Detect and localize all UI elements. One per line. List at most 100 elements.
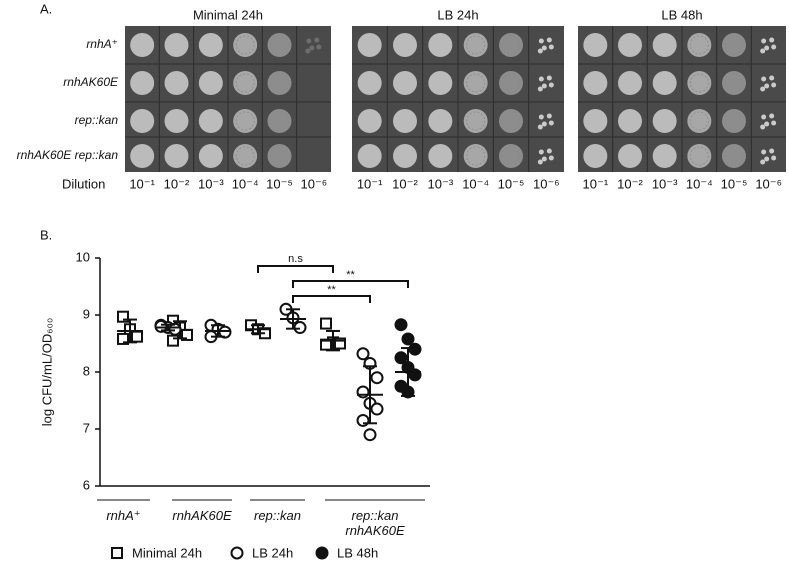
colony: [538, 76, 544, 82]
colony: [316, 44, 322, 50]
spot: [463, 144, 488, 168]
x-tick-label: rnhA⁺: [106, 508, 141, 523]
significance-bracket: [292, 295, 371, 303]
colony: [771, 155, 777, 161]
spot: [652, 33, 677, 57]
spot: [687, 144, 712, 168]
significance-label: n.s: [288, 253, 303, 265]
spot: [499, 71, 523, 95]
spot-texture: [235, 111, 255, 131]
spot: [233, 33, 258, 57]
significance-label: **: [327, 284, 336, 296]
spot-texture: [501, 73, 521, 93]
y-axis-label: log CFU/mL/OD₆₀₀: [39, 318, 54, 427]
colony: [764, 83, 770, 89]
spot-texture: [724, 73, 744, 93]
spot: [267, 109, 292, 133]
spot: [428, 71, 453, 95]
spot: [267, 144, 292, 168]
colony: [771, 82, 777, 88]
spot: [130, 109, 155, 133]
spot: [687, 109, 712, 133]
spot: [233, 71, 258, 95]
spot: [198, 33, 223, 57]
row-label: rnhA⁺: [86, 37, 118, 51]
colony: [764, 121, 770, 127]
spot-texture: [270, 73, 289, 93]
spot-texture: [501, 146, 521, 166]
y-tick-label: 8: [83, 363, 90, 378]
spot-texture: [466, 35, 486, 55]
point: [356, 413, 370, 427]
dilution-label: 10⁻⁵: [498, 176, 525, 191]
dilution-label: 10⁻¹: [583, 176, 609, 191]
spot: [267, 33, 292, 57]
colony: [761, 38, 767, 44]
colony: [546, 37, 552, 43]
spot: [722, 109, 746, 133]
spot: [687, 33, 712, 57]
dilution-label: 10⁻³: [198, 176, 224, 191]
colony: [546, 75, 552, 81]
point: [363, 428, 377, 442]
dilution-label: 10⁻¹: [129, 176, 155, 191]
legend-label: LB 24h: [252, 545, 293, 560]
legend-label: Minimal 24h: [132, 545, 202, 560]
y-tick-label: 7: [83, 420, 90, 435]
spot: [233, 144, 258, 168]
dilution-label: 10⁻⁴: [232, 176, 259, 191]
dilution-label: 10⁻²: [617, 176, 643, 191]
plate-title: LB 48h: [661, 7, 702, 22]
colony: [548, 82, 554, 88]
colony: [771, 120, 777, 126]
dilution-label: 10⁻⁶: [533, 176, 560, 191]
spot-texture: [501, 35, 521, 55]
spot: [618, 71, 642, 95]
spot: [164, 144, 189, 168]
dilution-label: 10⁻⁵: [266, 176, 293, 191]
spot: [499, 33, 523, 57]
panel-label: A.: [40, 1, 52, 16]
legend-marker: [111, 547, 123, 559]
spot-texture: [466, 111, 486, 131]
spot: [233, 109, 258, 133]
y-tick-label: 9: [83, 306, 90, 321]
spot: [463, 109, 488, 133]
legend-label: LB 48h: [337, 545, 378, 560]
point: [356, 347, 370, 361]
x-tick-label: rep::kan rnhAK60E: [345, 508, 405, 538]
dilution-label: 10⁻¹: [357, 176, 383, 191]
spot-texture: [270, 111, 289, 131]
spot-texture: [466, 73, 486, 93]
point: [320, 317, 332, 330]
spot: [499, 144, 523, 168]
point: [394, 318, 408, 332]
colony: [761, 76, 767, 82]
spot: [198, 144, 223, 168]
colony: [309, 45, 315, 51]
colony: [538, 149, 544, 155]
plate-title: Minimal 24h: [193, 7, 263, 22]
spot: [722, 144, 746, 168]
spot: [463, 71, 488, 95]
dilution-label: 10⁻⁶: [755, 176, 782, 191]
colony: [761, 114, 767, 120]
spot-texture: [724, 111, 744, 131]
spot: [357, 33, 382, 57]
spot: [618, 33, 642, 57]
spot: [499, 109, 523, 133]
spot: [652, 144, 677, 168]
point: [117, 332, 129, 345]
spot: [687, 71, 712, 95]
spot: [722, 71, 746, 95]
spot: [652, 109, 677, 133]
spot: [428, 144, 453, 168]
y-tick-label: 6: [83, 477, 90, 492]
dilution-label: 10⁻³: [652, 176, 678, 191]
dilution-label: 10⁻²: [164, 176, 190, 191]
colony: [305, 48, 311, 54]
spot-texture: [724, 35, 744, 55]
dilution-title: Dilution: [62, 176, 105, 191]
colony: [771, 44, 777, 50]
